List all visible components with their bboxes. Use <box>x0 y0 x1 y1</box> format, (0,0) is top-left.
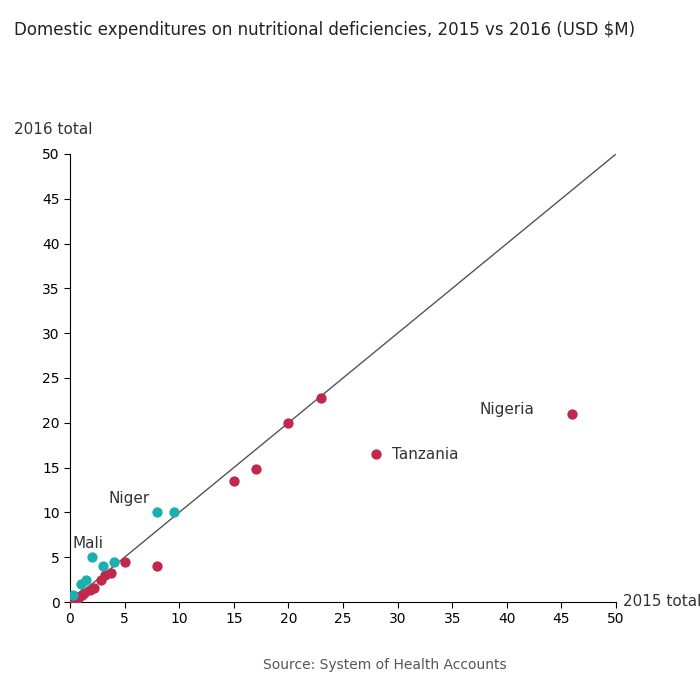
Point <box>152 507 163 518</box>
Text: Source: System of Health Accounts: Source: System of Health Accounts <box>263 658 507 672</box>
Point <box>86 552 97 563</box>
Point <box>68 589 79 601</box>
Point <box>84 584 95 596</box>
Point <box>228 475 239 486</box>
Point <box>74 590 85 601</box>
Point <box>99 570 111 581</box>
Point <box>250 464 261 475</box>
Point <box>95 574 106 585</box>
Point <box>66 596 78 607</box>
Point <box>69 594 80 606</box>
Point <box>283 417 294 428</box>
Point <box>88 582 99 594</box>
Point <box>108 556 119 567</box>
Point <box>80 574 92 585</box>
Point <box>152 561 163 572</box>
Point <box>316 392 327 403</box>
Text: Mali: Mali <box>72 536 103 552</box>
Point <box>72 593 83 604</box>
Text: Domestic expenditures on nutritional deficiencies, 2015 vs 2016 (USD $M): Domestic expenditures on nutritional def… <box>14 21 635 39</box>
Point <box>119 556 130 567</box>
Point <box>97 561 108 572</box>
Point <box>106 568 117 579</box>
Text: 2016 total: 2016 total <box>14 122 92 136</box>
Text: Niger: Niger <box>108 491 150 507</box>
Point <box>78 587 90 598</box>
Point <box>370 449 382 460</box>
Text: 2015 total: 2015 total <box>623 594 700 610</box>
Point <box>168 507 179 518</box>
Point <box>567 408 578 419</box>
Text: Nigeria: Nigeria <box>480 402 534 417</box>
Text: Tanzania: Tanzania <box>392 447 459 462</box>
Point <box>76 589 88 601</box>
Point <box>76 578 87 589</box>
